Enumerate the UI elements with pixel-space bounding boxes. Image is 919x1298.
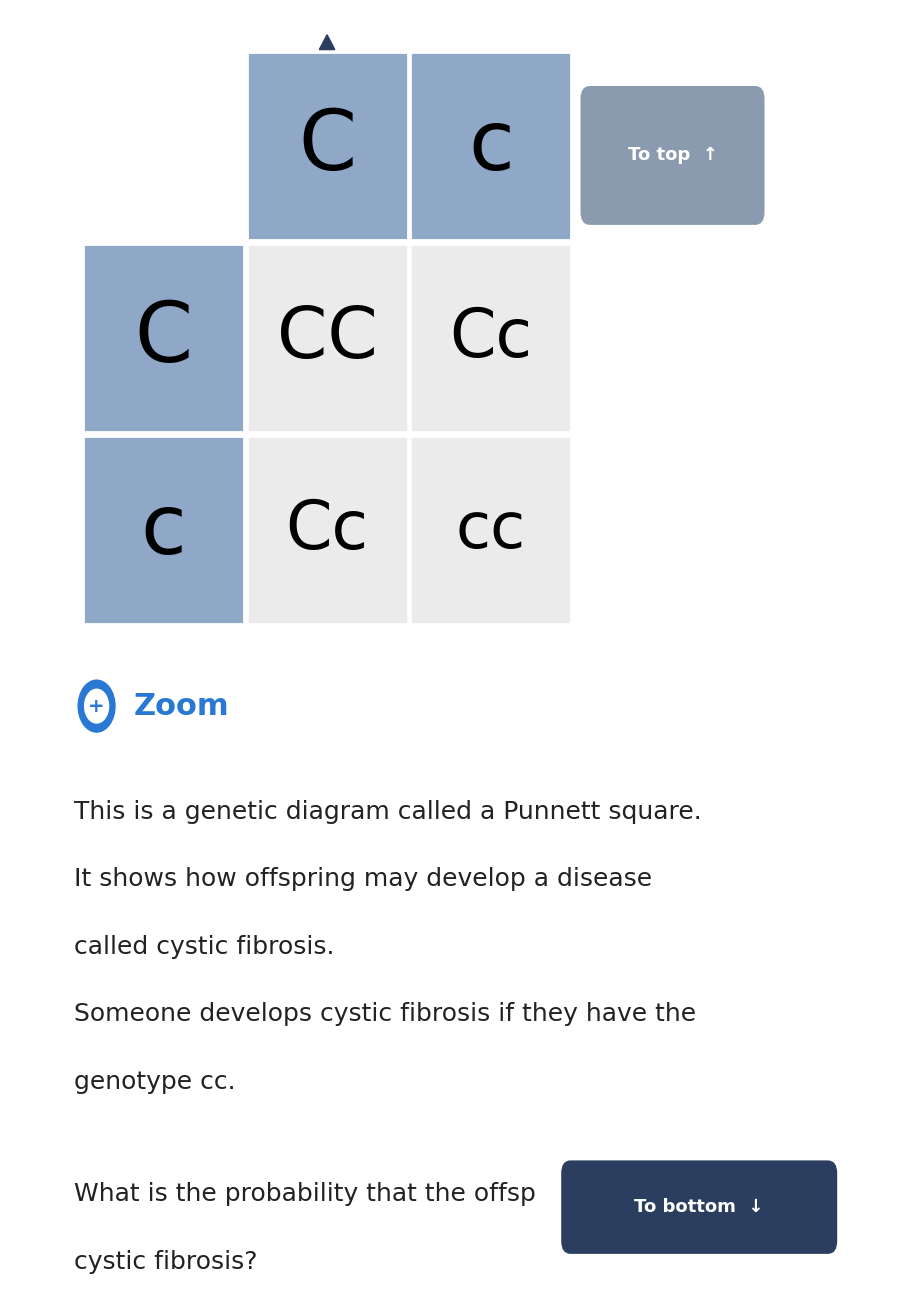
Text: What is the probability that the offsp: What is the probability that the offsp bbox=[74, 1182, 535, 1206]
Text: Cc: Cc bbox=[285, 497, 369, 563]
FancyBboxPatch shape bbox=[561, 1160, 836, 1254]
FancyBboxPatch shape bbox=[246, 52, 407, 240]
Text: CC: CC bbox=[277, 304, 377, 373]
Text: called cystic fibrosis.: called cystic fibrosis. bbox=[74, 935, 334, 958]
Text: Cc: Cc bbox=[448, 305, 532, 371]
FancyBboxPatch shape bbox=[410, 244, 571, 432]
Text: c: c bbox=[468, 105, 513, 187]
Polygon shape bbox=[319, 35, 335, 49]
Text: +: + bbox=[88, 697, 105, 715]
Text: C: C bbox=[298, 105, 356, 187]
Circle shape bbox=[78, 680, 115, 732]
Text: Zoom: Zoom bbox=[133, 692, 229, 720]
FancyBboxPatch shape bbox=[410, 436, 571, 624]
Text: c: c bbox=[141, 489, 186, 571]
Text: Someone develops cystic fibrosis if they have the: Someone develops cystic fibrosis if they… bbox=[74, 1002, 695, 1025]
FancyBboxPatch shape bbox=[410, 52, 571, 240]
Text: To top  ↑: To top ↑ bbox=[627, 147, 717, 165]
FancyBboxPatch shape bbox=[246, 244, 407, 432]
Text: To bottom  ↓: To bottom ↓ bbox=[634, 1198, 763, 1216]
Circle shape bbox=[85, 689, 108, 723]
Text: C: C bbox=[134, 297, 192, 379]
FancyBboxPatch shape bbox=[83, 244, 244, 432]
Text: cystic fibrosis?: cystic fibrosis? bbox=[74, 1250, 256, 1273]
FancyBboxPatch shape bbox=[83, 436, 244, 624]
Text: cc: cc bbox=[455, 500, 526, 561]
Text: genotype cc.: genotype cc. bbox=[74, 1070, 235, 1093]
Text: It shows how offspring may develop a disease: It shows how offspring may develop a dis… bbox=[74, 867, 651, 890]
FancyBboxPatch shape bbox=[246, 436, 407, 624]
FancyBboxPatch shape bbox=[580, 86, 764, 225]
Text: This is a genetic diagram called a Punnett square.: This is a genetic diagram called a Punne… bbox=[74, 800, 700, 823]
